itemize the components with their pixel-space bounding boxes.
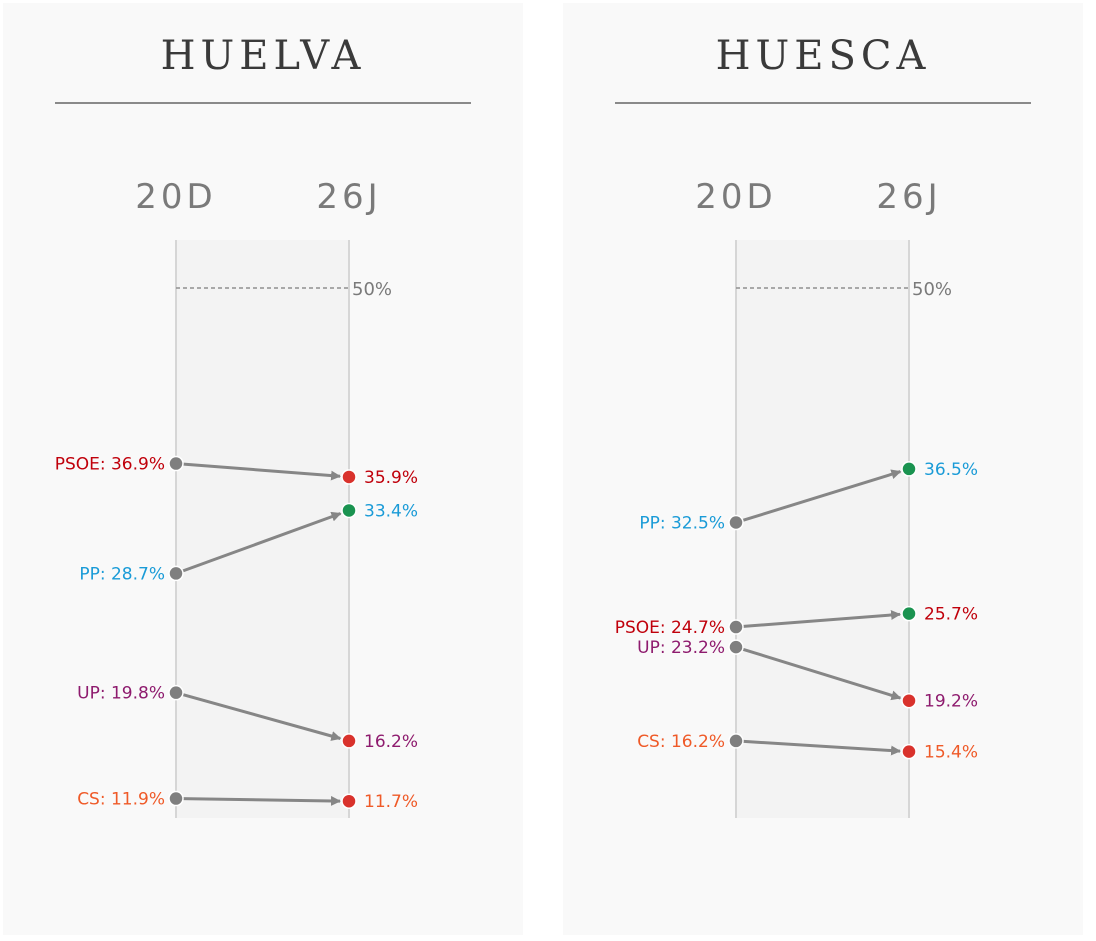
point-20d-up [168,684,184,701]
reference-line-label: 50% [912,279,952,300]
arrow-psoe [181,462,342,481]
point-20d-cs [728,733,744,749]
arrow-up [181,692,342,741]
label-20d-pp: PP: 28.7% [79,564,165,584]
label-20d-pp: PP: 32.5% [639,514,725,534]
point-26j-up [341,733,357,749]
label-26j-cs: 15.4% [924,743,978,763]
point-26j-cs [341,793,357,809]
point-26j-pp [901,461,917,477]
label-26j-pp: 36.5% [924,460,978,480]
label-26j-cs: 11.7% [364,792,418,812]
point-20d-pp [728,514,744,531]
slope-chart-huelva: 20D 26J 50% PSOE: 36.9% 35.9% PP: 28.7% 33.4% U… [55,177,418,818]
chart-title: HUESCA [715,33,931,79]
reference-line-label: 50% [352,279,392,300]
point-26j-psoe [341,469,357,485]
point-26j-cs [901,743,917,760]
title-divider [55,102,471,104]
arrow-pp [741,469,902,523]
chart-panel-huesca: HUESCA 20D 26J 50% PP: 32.5% 36.5% PSOE: 24.7… [563,3,1083,935]
arrow-pp [181,511,342,573]
plot-band [176,240,349,818]
arrow-psoe [741,610,902,629]
point-26j-pp [341,502,357,519]
point-20d-up [728,639,744,655]
plot-band [736,240,909,818]
title-divider [615,102,1031,104]
label-20d-cs: CS: 16.2% [637,732,725,752]
label-26j-up: 19.2% [924,692,978,712]
arrow-cs [741,739,902,756]
label-26j-up: 16.2% [364,732,418,752]
label-20d-cs: CS: 11.9% [77,790,165,810]
label-20d-up: UP: 19.8% [77,684,165,704]
point-20d-pp [168,565,184,582]
point-20d-psoe [168,455,184,472]
column-header-26j: 26J [316,177,381,217]
slope-chart-huesca: 20D 26J 50% PP: 32.5% 36.5% PSOE: 24.7% 25.7% U… [615,177,978,818]
arrow-up [741,647,902,701]
point-26j-psoe [901,605,917,622]
arrow-cs [181,795,342,806]
label-26j-pp: 33.4% [364,501,418,521]
label-20d-psoe: PSOE: 24.7% [615,618,725,638]
column-header-26j: 26J [876,177,941,217]
chart-title: HUELVA [160,33,366,79]
chart-panel-huelva: HUELVA 20D 26J 50% PSOE: 36.9% 35.9% PP: 28.7… [3,3,523,935]
point-20d-psoe [728,619,744,635]
label-26j-psoe: 25.7% [924,605,978,625]
column-header-20d: 20D [135,177,216,217]
point-26j-up [901,692,917,709]
point-20d-cs [168,790,184,807]
label-20d-up: UP: 23.2% [637,638,725,658]
label-20d-psoe: PSOE: 36.9% [55,455,165,475]
label-26j-psoe: 35.9% [364,468,418,488]
column-header-20d: 20D [695,177,776,217]
